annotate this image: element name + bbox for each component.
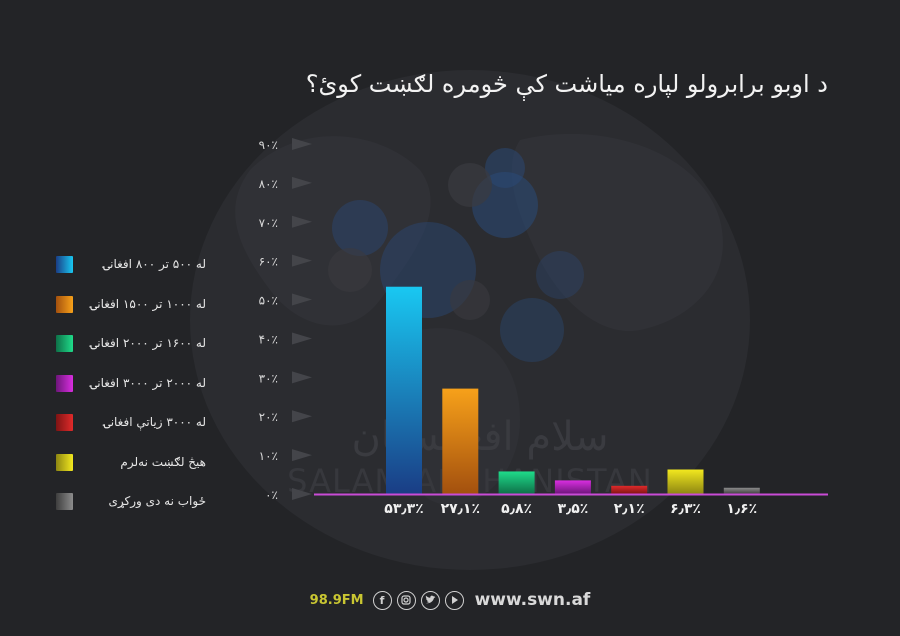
y-tick-label: ۲۰٪ bbox=[259, 410, 278, 424]
y-tick-label: ۹۰٪ bbox=[259, 138, 278, 152]
bar-value-label: ۲۷٫۱٪ bbox=[441, 501, 480, 517]
y-tick-marker bbox=[292, 332, 312, 345]
legend-swatch bbox=[56, 335, 73, 352]
y-tick-label: ۷۰٪ bbox=[259, 216, 278, 230]
y-tick-label: ۸۰٪ bbox=[259, 177, 278, 191]
twitter-icon[interactable] bbox=[420, 590, 440, 610]
station-frequency: 98.9FM bbox=[309, 592, 364, 608]
y-tick-marker bbox=[292, 371, 312, 384]
legend-label: له ۱۰۰۰ تر ۱۵۰۰ افغانۍ bbox=[90, 296, 206, 311]
y-tick-marker bbox=[292, 449, 312, 462]
bar bbox=[498, 471, 535, 494]
legend-label: له ۱۶۰۰ تر ۲۰۰۰ افغانۍ bbox=[90, 336, 206, 350]
y-tick-marker bbox=[292, 215, 312, 228]
bar bbox=[442, 388, 479, 494]
facebook-icon[interactable]: f bbox=[372, 590, 392, 610]
youtube-icon[interactable] bbox=[444, 590, 464, 610]
instagram-icon[interactable] bbox=[396, 590, 416, 610]
chart-title: د اوبو برابرولو لپاره میاشت کې څومره لګښ… bbox=[305, 70, 828, 98]
y-tick-marker bbox=[292, 293, 312, 306]
bar-value-label: ۲٫۱٪ bbox=[614, 501, 645, 517]
bar bbox=[611, 485, 648, 494]
legend-label: له ۵۰۰ تر ۸۰۰ افغانۍ bbox=[103, 257, 206, 271]
legend-swatch bbox=[56, 493, 73, 510]
y-tick-marker bbox=[292, 488, 312, 500]
legend-item: هیڅ لګښت نه‌لرم bbox=[56, 453, 206, 494]
legend-swatch bbox=[56, 414, 73, 431]
legend-item: له ۱۶۰۰ تر ۲۰۰۰ افغانۍ bbox=[56, 335, 206, 375]
legend-label: ځواب نه دی ورکړی bbox=[108, 494, 206, 508]
bar-value-label: ۱٫۶٪ bbox=[726, 501, 757, 517]
y-axis: ۰٪ ۱۰٪ ۲۰٪ ۳۰٪ ۴۰٪ ۵۰٪ ۶۰٪ ۷۰٪ ۸۰٪ ۹۰٪ bbox=[259, 138, 312, 502]
bar bbox=[554, 480, 591, 494]
y-tick-label: ۳۰٪ bbox=[259, 371, 278, 385]
footer: 98.9FM f www.swn.af bbox=[0, 588, 900, 612]
bar bbox=[723, 487, 760, 494]
website-url[interactable]: www.swn.af bbox=[474, 590, 591, 610]
legend-label: له ۳۰۰۰ زیاتې افغانۍ bbox=[103, 415, 206, 429]
legend-label: هیڅ لګښت نه‌لرم bbox=[120, 454, 206, 469]
y-tick-label: ۱۰٪ bbox=[259, 449, 278, 463]
y-tick-marker bbox=[292, 138, 312, 150]
y-tick-label: ۴۰٪ bbox=[259, 332, 278, 346]
y-tick-label: ۶۰٪ bbox=[259, 255, 278, 269]
bar-value-label: ۵۳٫۳٪ bbox=[384, 501, 423, 517]
legend-item: له ۵۰۰ تر ۸۰۰ افغانۍ bbox=[56, 256, 206, 296]
legend-swatch bbox=[56, 295, 73, 313]
bar-value-label: ۶٫۳٪ bbox=[670, 501, 701, 517]
legend-item: له ۲۰۰۰ تر ۳۰۰۰ افغانۍ bbox=[56, 374, 206, 415]
bar bbox=[667, 469, 704, 494]
y-tick-marker bbox=[292, 410, 312, 423]
legend-swatch bbox=[56, 374, 73, 392]
legend-item: له ۳۰۰۰ زیاتې افغانۍ bbox=[56, 414, 206, 454]
y-tick-marker bbox=[292, 254, 312, 267]
bar-value-label: ۳٫۵٪ bbox=[557, 501, 588, 517]
bar-value-label: ۵٫۸٪ bbox=[501, 501, 532, 517]
bars bbox=[386, 286, 760, 494]
legend-item: له ۱۰۰۰ تر ۱۵۰۰ افغانۍ bbox=[56, 295, 206, 336]
legend-swatch bbox=[56, 453, 73, 471]
legend-label: له ۲۰۰۰ تر ۳۰۰۰ افغانۍ bbox=[90, 375, 206, 390]
y-tick-label: ۵۰٪ bbox=[259, 294, 278, 308]
legend: له ۵۰۰ تر ۸۰۰ افغانۍ له ۱۰۰۰ تر ۱۵۰۰ افغا… bbox=[56, 256, 206, 533]
y-tick-label: ۰٪ bbox=[265, 488, 278, 502]
y-tick-marker bbox=[292, 176, 312, 189]
value-labels: ۵۳٫۳٪ ۲۷٫۱٪ ۵٫۸٪ ۳٫۵٪ ۲٫۱٪ ۶٫۳٪ ۱٫۶٪ bbox=[384, 501, 757, 517]
legend-item: ځواب نه دی ورکړی bbox=[56, 493, 206, 533]
legend-swatch bbox=[56, 256, 73, 273]
bar bbox=[386, 286, 422, 494]
